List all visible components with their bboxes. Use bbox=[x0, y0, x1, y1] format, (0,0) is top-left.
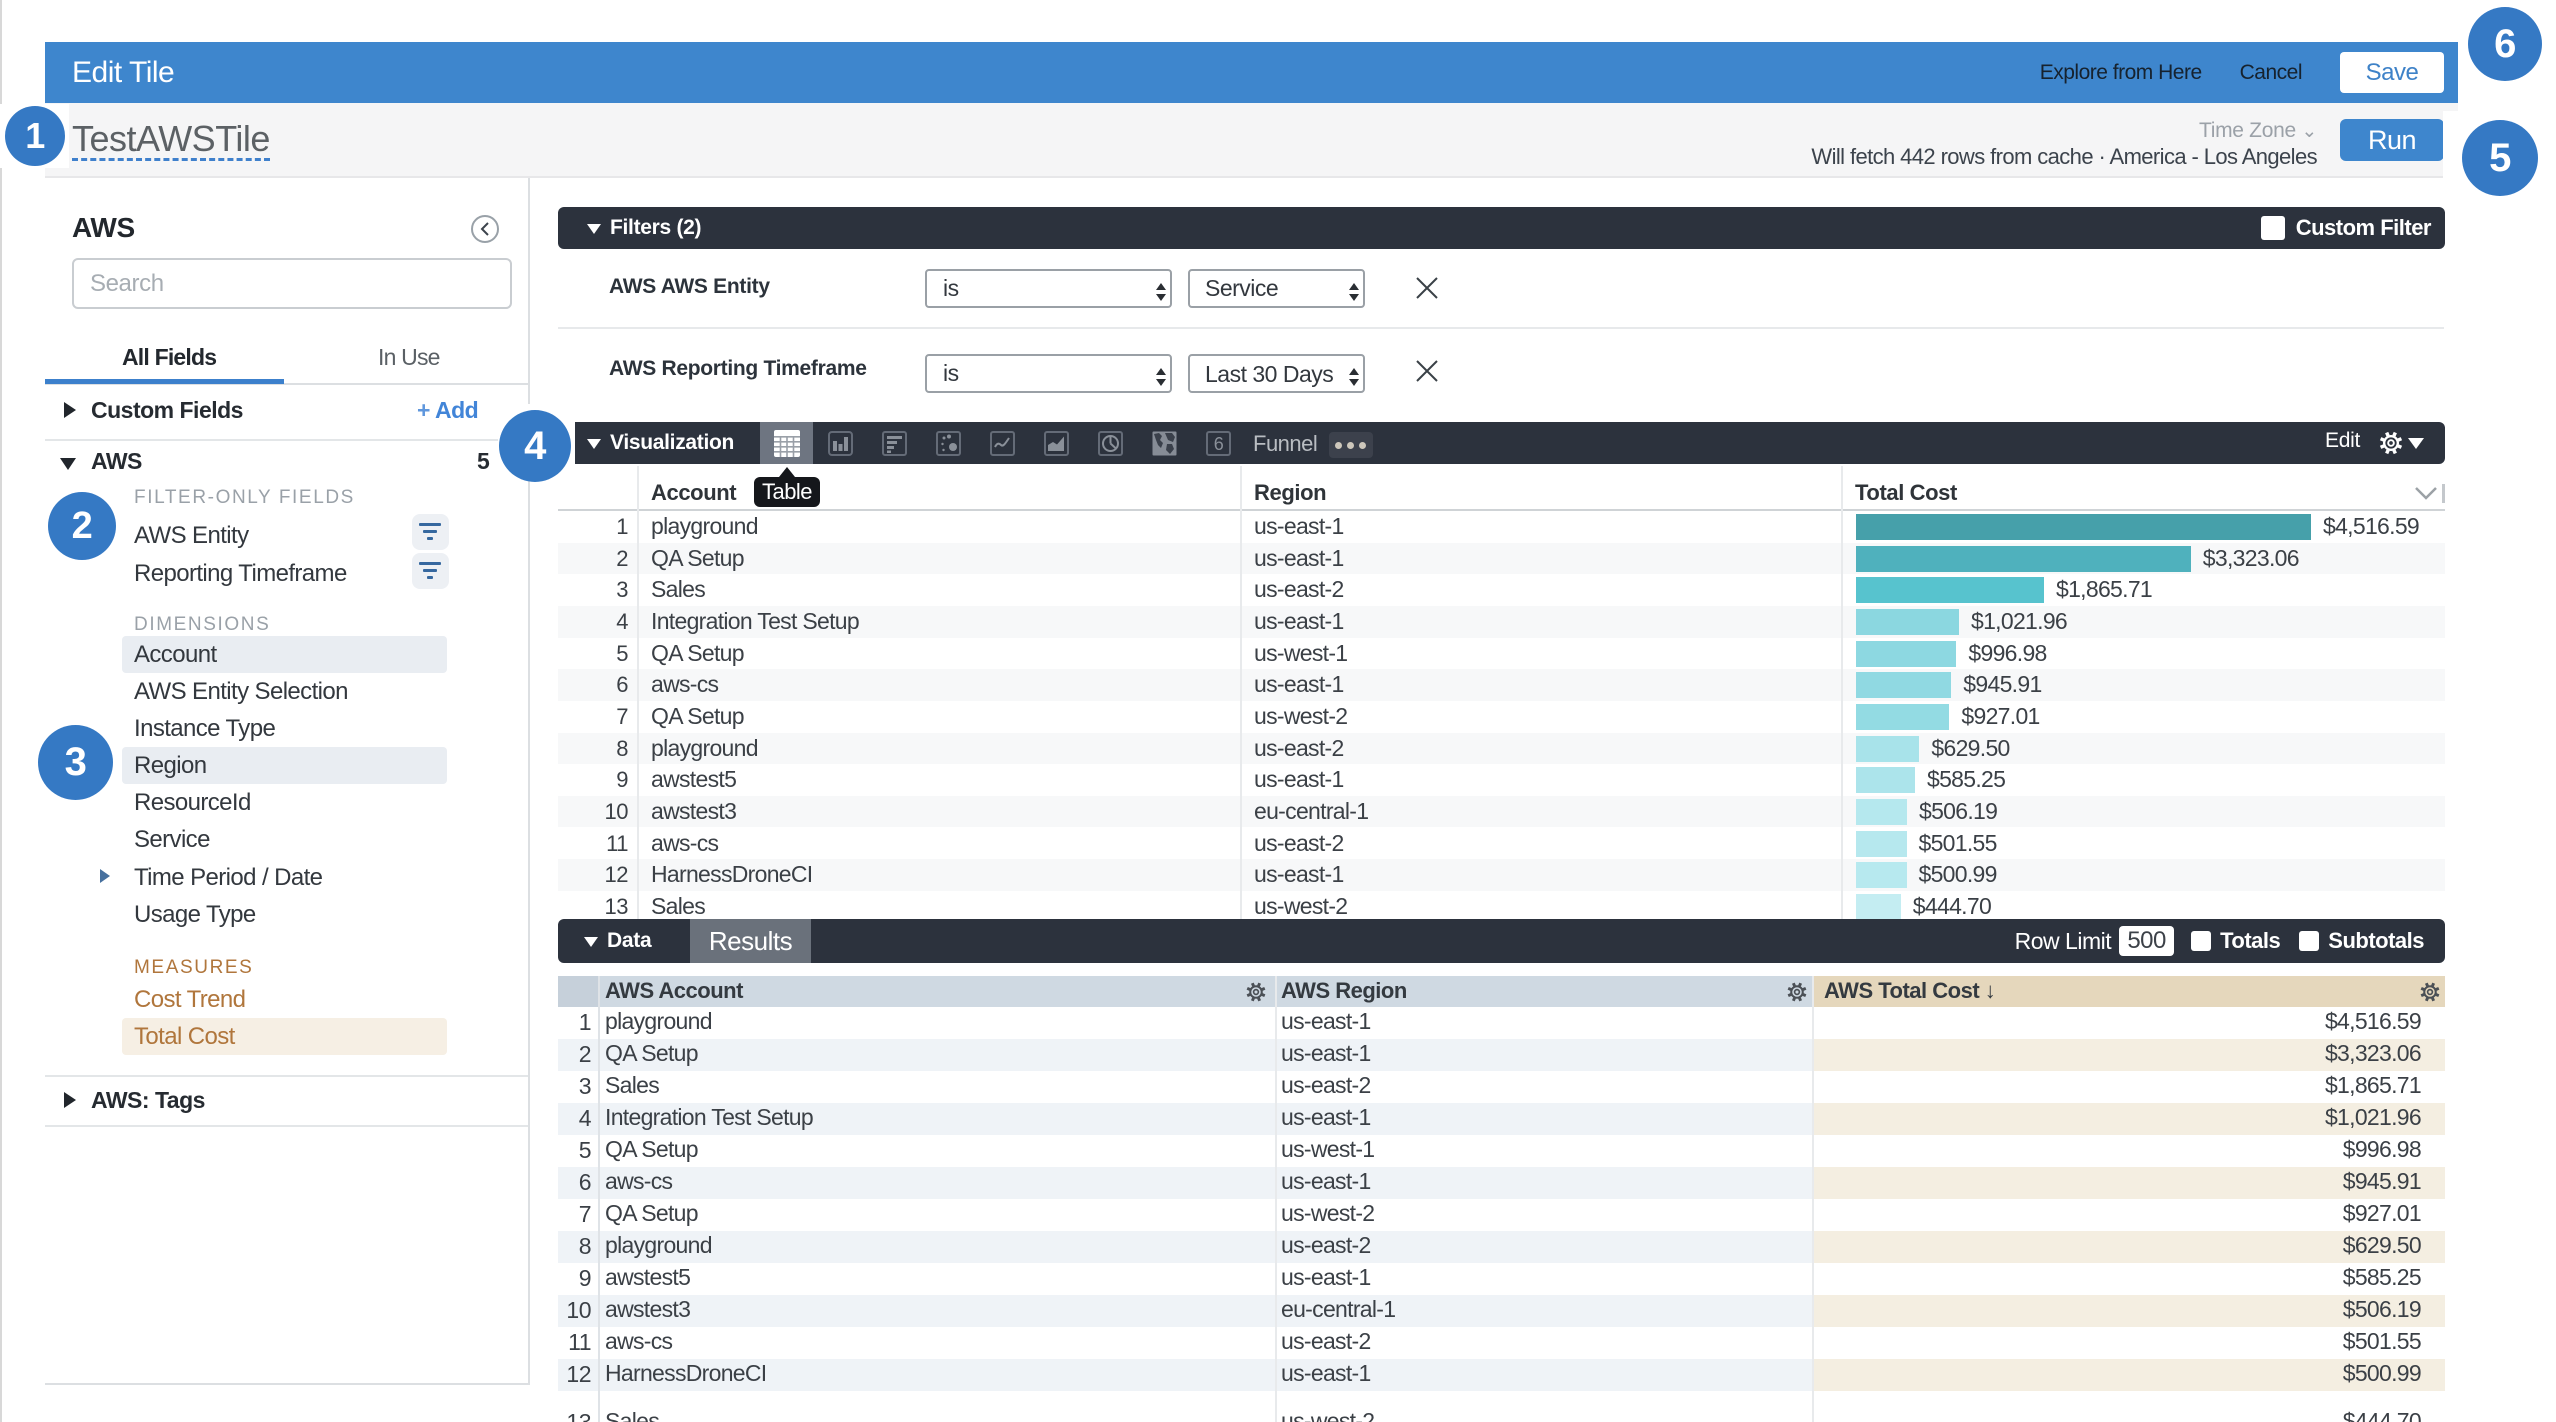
svg-text:6: 6 bbox=[1214, 434, 1224, 454]
